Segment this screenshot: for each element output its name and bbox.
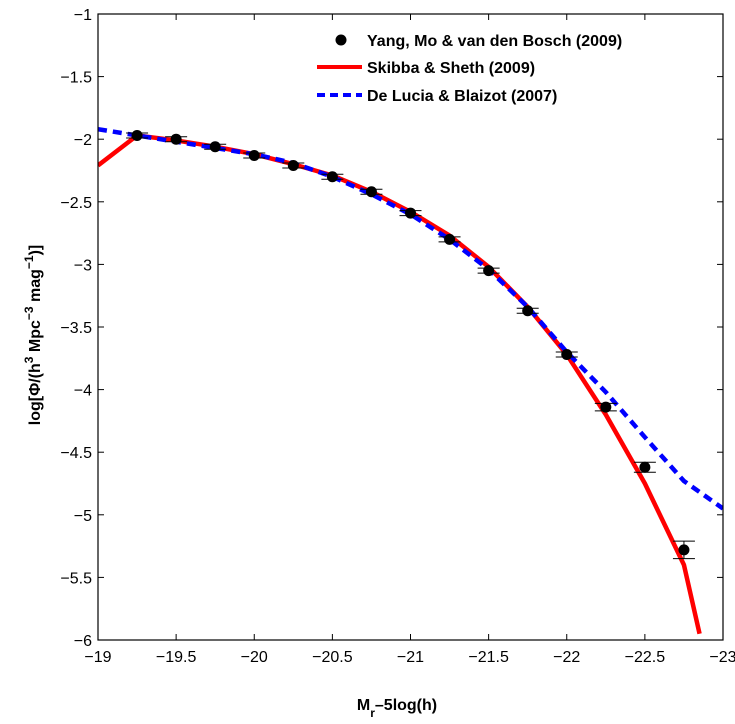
data-point-group: [672, 540, 695, 560]
data-point: [678, 544, 690, 556]
data-point: [248, 149, 260, 161]
data-point: [131, 129, 143, 141]
data-point-group: [438, 233, 461, 245]
data-point: [170, 133, 182, 145]
y-tick-label: −3: [74, 257, 92, 274]
data-point-group: [594, 401, 617, 413]
y-tick-label: −2.5: [60, 195, 92, 212]
plot-content: [98, 126, 723, 635]
data-point: [209, 141, 221, 153]
data-point: [600, 401, 612, 413]
y-axis-label: log[Φ/(h3 Mpc−3 mag−1)]: [22, 245, 44, 426]
legend: Yang, Mo & van den Bosch (2009) Skibba &…: [317, 33, 622, 105]
x-tick-label: −22.5: [625, 649, 666, 666]
y-tick-label: −6: [74, 633, 92, 650]
data-point-group: [555, 349, 578, 361]
data-point-group: [633, 461, 656, 473]
data-point-group: [321, 171, 344, 183]
legend-label-skibba: Skibba & Sheth (2009): [367, 60, 535, 77]
y-tick-label: −3.5: [60, 320, 92, 337]
data-point: [639, 461, 651, 473]
data-point: [405, 207, 416, 219]
x-tick-label: −19: [84, 649, 111, 666]
data-point: [444, 233, 456, 245]
y-axis: −1 −1.5 −2 −2.5 −3 −3.5 −4 −4.5 −5 −5.5 −6: [60, 7, 723, 650]
y-tick-label: −4: [74, 383, 92, 400]
data-point: [365, 186, 377, 198]
data-point-group: [282, 159, 305, 171]
y-tick-label: −5: [74, 508, 92, 525]
legend-label-delucia: De Lucia & Blaizot (2007): [367, 88, 557, 105]
data-point: [561, 349, 573, 361]
x-tick-label: −21: [397, 649, 424, 666]
y-tick-label: −4.5: [60, 445, 92, 462]
y-tick-label: −1.5: [60, 70, 92, 87]
y-tick-label: −5.5: [60, 570, 92, 587]
data-point-group: [126, 129, 149, 141]
x-axis-label: Mr–5log(h): [357, 697, 437, 720]
series-line-de-lucia-blaizot: [98, 126, 723, 511]
plot-area: [98, 126, 723, 635]
x-tick-label: −20: [241, 649, 268, 666]
series-line-skibba-sheth: [98, 133, 702, 635]
data-point-group: [165, 133, 188, 145]
x-axis: −19 −19.5 −20 −20.5 −21 −21.5 −22 −22.5 −23: [84, 14, 735, 666]
x-tick-label: −20.5: [312, 649, 353, 666]
data-point-group: [360, 186, 383, 198]
data-point-group: [204, 141, 227, 153]
data-point: [483, 265, 495, 277]
y-tick-label: −1: [74, 7, 92, 24]
x-tick-label: −23: [709, 649, 735, 666]
data-point: [287, 159, 299, 171]
legend-marker-yang: [335, 34, 347, 46]
y-tick-label: −2: [74, 132, 92, 149]
x-tick-label: −19.5: [156, 649, 197, 666]
data-point-group: [516, 305, 539, 317]
x-tick-label: −22: [553, 649, 580, 666]
data-point-group: [243, 149, 266, 161]
plot-frame: [97, 13, 724, 641]
data-point-group: [399, 207, 422, 219]
data-point: [522, 305, 534, 317]
data-point-group: [477, 265, 500, 277]
x-tick-label: −21.5: [468, 649, 509, 666]
legend-label-yang: Yang, Mo & van den Bosch (2009): [367, 33, 622, 50]
data-point: [326, 171, 338, 183]
